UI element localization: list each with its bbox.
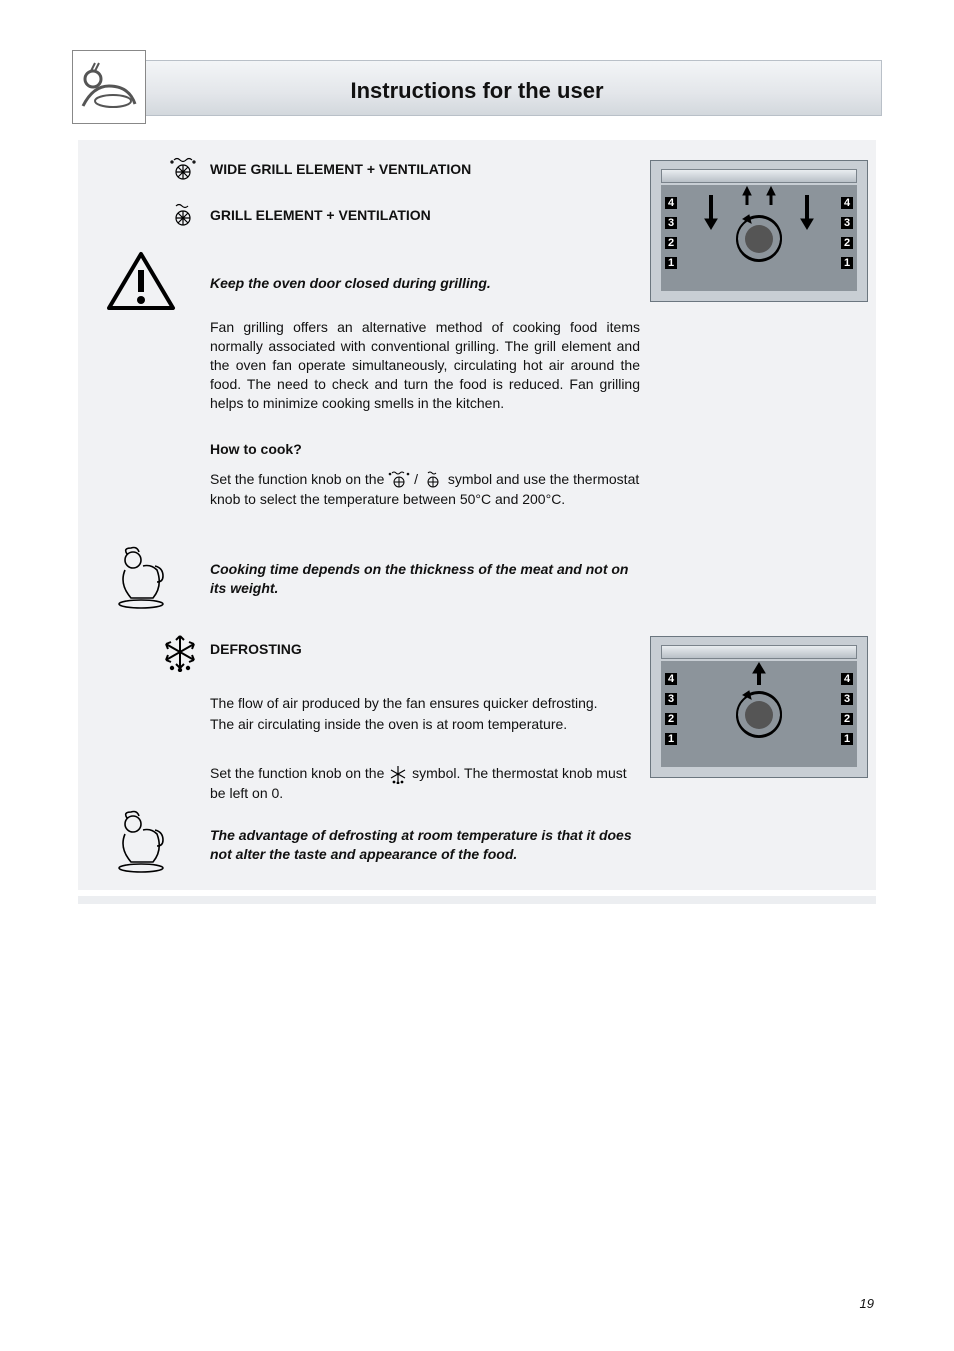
chef-tip-icon	[86, 810, 196, 879]
page-number: 19	[860, 1296, 874, 1311]
grill-instruction: Set the function knob on the / symbol an…	[210, 470, 640, 509]
defrost-instruction: Set the function knob on the symbol. The…	[210, 764, 640, 803]
grill-vent-icon-inline	[422, 471, 448, 487]
warning-icon	[86, 250, 196, 319]
divider	[78, 896, 876, 904]
manual-logo	[72, 50, 146, 124]
defrost-body1: The flow of air produced by the fan ensu…	[210, 694, 640, 713]
oven-diagram-grill: 4 3 2 1 4 3 2 1	[650, 160, 868, 302]
how-to-cook-heading: How to cook?	[210, 440, 640, 459]
wide-grill-heading: WIDE GRILL ELEMENT + VENTILATION	[210, 160, 640, 179]
defrost-icon-inline	[388, 765, 412, 781]
warning-text: Keep the oven door closed during grillin…	[210, 274, 640, 293]
grill-heading: GRILL ELEMENT + VENTILATION	[210, 206, 640, 225]
defrost-icon	[160, 632, 200, 677]
grill-body: Fan grilling offers an alternative metho…	[210, 318, 640, 412]
instr-text-a: Set the function knob on the	[210, 471, 388, 487]
fan-icon	[651, 637, 867, 777]
defrost-body2: The air circulating inside the oven is a…	[210, 715, 640, 734]
oven-diagram-defrost: 4 3 2 1 4 3 2 1	[650, 636, 868, 778]
instr-sep: /	[414, 471, 422, 487]
defrost-note: The advantage of defrosting at room temp…	[210, 826, 640, 864]
defrost-heading: DEFROSTING	[210, 640, 640, 659]
wide-grill-vent-icon	[168, 156, 198, 182]
grill-vent-icon	[168, 202, 198, 228]
chef-tip-icon	[86, 546, 196, 615]
cooking-time-note: Cooking time depends on the thickness of…	[210, 560, 640, 598]
defrost-instr-a: Set the function knob on the	[210, 765, 388, 781]
wide-grill-vent-icon-inline	[388, 471, 414, 487]
fan-arrows-icon	[651, 161, 867, 301]
